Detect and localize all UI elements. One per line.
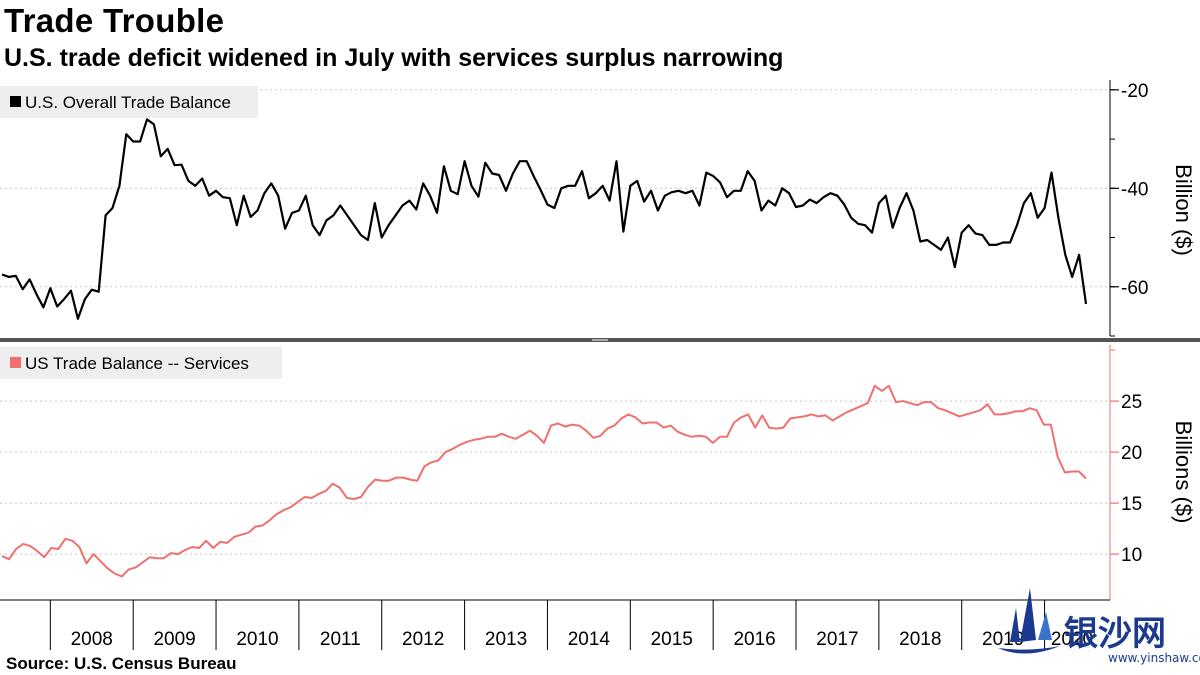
legend-overall-swatch bbox=[10, 96, 21, 107]
x-tick-label: 2014 bbox=[568, 629, 611, 650]
x-tick-label: 2008 bbox=[71, 629, 113, 650]
watermark-text: 银沙网 bbox=[1064, 614, 1166, 654]
x-tick-label: 2010 bbox=[236, 629, 278, 650]
y-tick-label-services: 15 bbox=[1121, 494, 1142, 515]
series-line-services bbox=[1, 384, 1087, 578]
legend-overall-box bbox=[0, 86, 258, 118]
x-tick-label: 2011 bbox=[320, 629, 361, 650]
series-line-overall bbox=[1, 118, 1088, 320]
x-tick-label: 2018 bbox=[899, 629, 941, 650]
x-tick-label: 2020 bbox=[1051, 629, 1093, 650]
legend-services-swatch bbox=[10, 357, 21, 368]
x-tick-label: 2009 bbox=[153, 629, 195, 650]
y-tick-label-overall: -40 bbox=[1121, 179, 1148, 200]
x-tick-label: 2016 bbox=[733, 629, 775, 650]
y-tick-label-services: 20 bbox=[1121, 443, 1142, 464]
y-tick-label-services: 25 bbox=[1121, 392, 1142, 413]
chart-subtitle: U.S. trade deficit widened in July with … bbox=[4, 44, 784, 72]
y-tick-label-overall: -20 bbox=[1121, 81, 1148, 102]
chart-title: Trade Trouble bbox=[4, 2, 225, 39]
x-tick-label: 2013 bbox=[485, 629, 527, 650]
sailboat-logo-icon bbox=[998, 588, 1060, 654]
watermark-url: www.yinshaw.com bbox=[1108, 651, 1200, 665]
panel-splitter-handle[interactable] bbox=[592, 339, 608, 341]
y-axis-title-overall: Billion ($) bbox=[1171, 164, 1196, 256]
y-tick-label-services: 10 bbox=[1121, 545, 1142, 566]
legend-services-label: US Trade Balance -- Services bbox=[25, 354, 249, 373]
x-tick-label: 2017 bbox=[816, 629, 858, 650]
y-axis-title-services: Billions ($) bbox=[1171, 421, 1196, 524]
source-note: Source: U.S. Census Bureau bbox=[6, 654, 237, 673]
x-tick-label: 2012 bbox=[402, 629, 444, 650]
watermark: 银沙网 www.yinshaw.com bbox=[998, 588, 1200, 665]
legend-services-box bbox=[0, 347, 282, 379]
y-tick-label-overall: -60 bbox=[1121, 278, 1148, 299]
legend-overall-label: U.S. Overall Trade Balance bbox=[25, 93, 231, 112]
x-tick-label: 2015 bbox=[651, 629, 693, 650]
